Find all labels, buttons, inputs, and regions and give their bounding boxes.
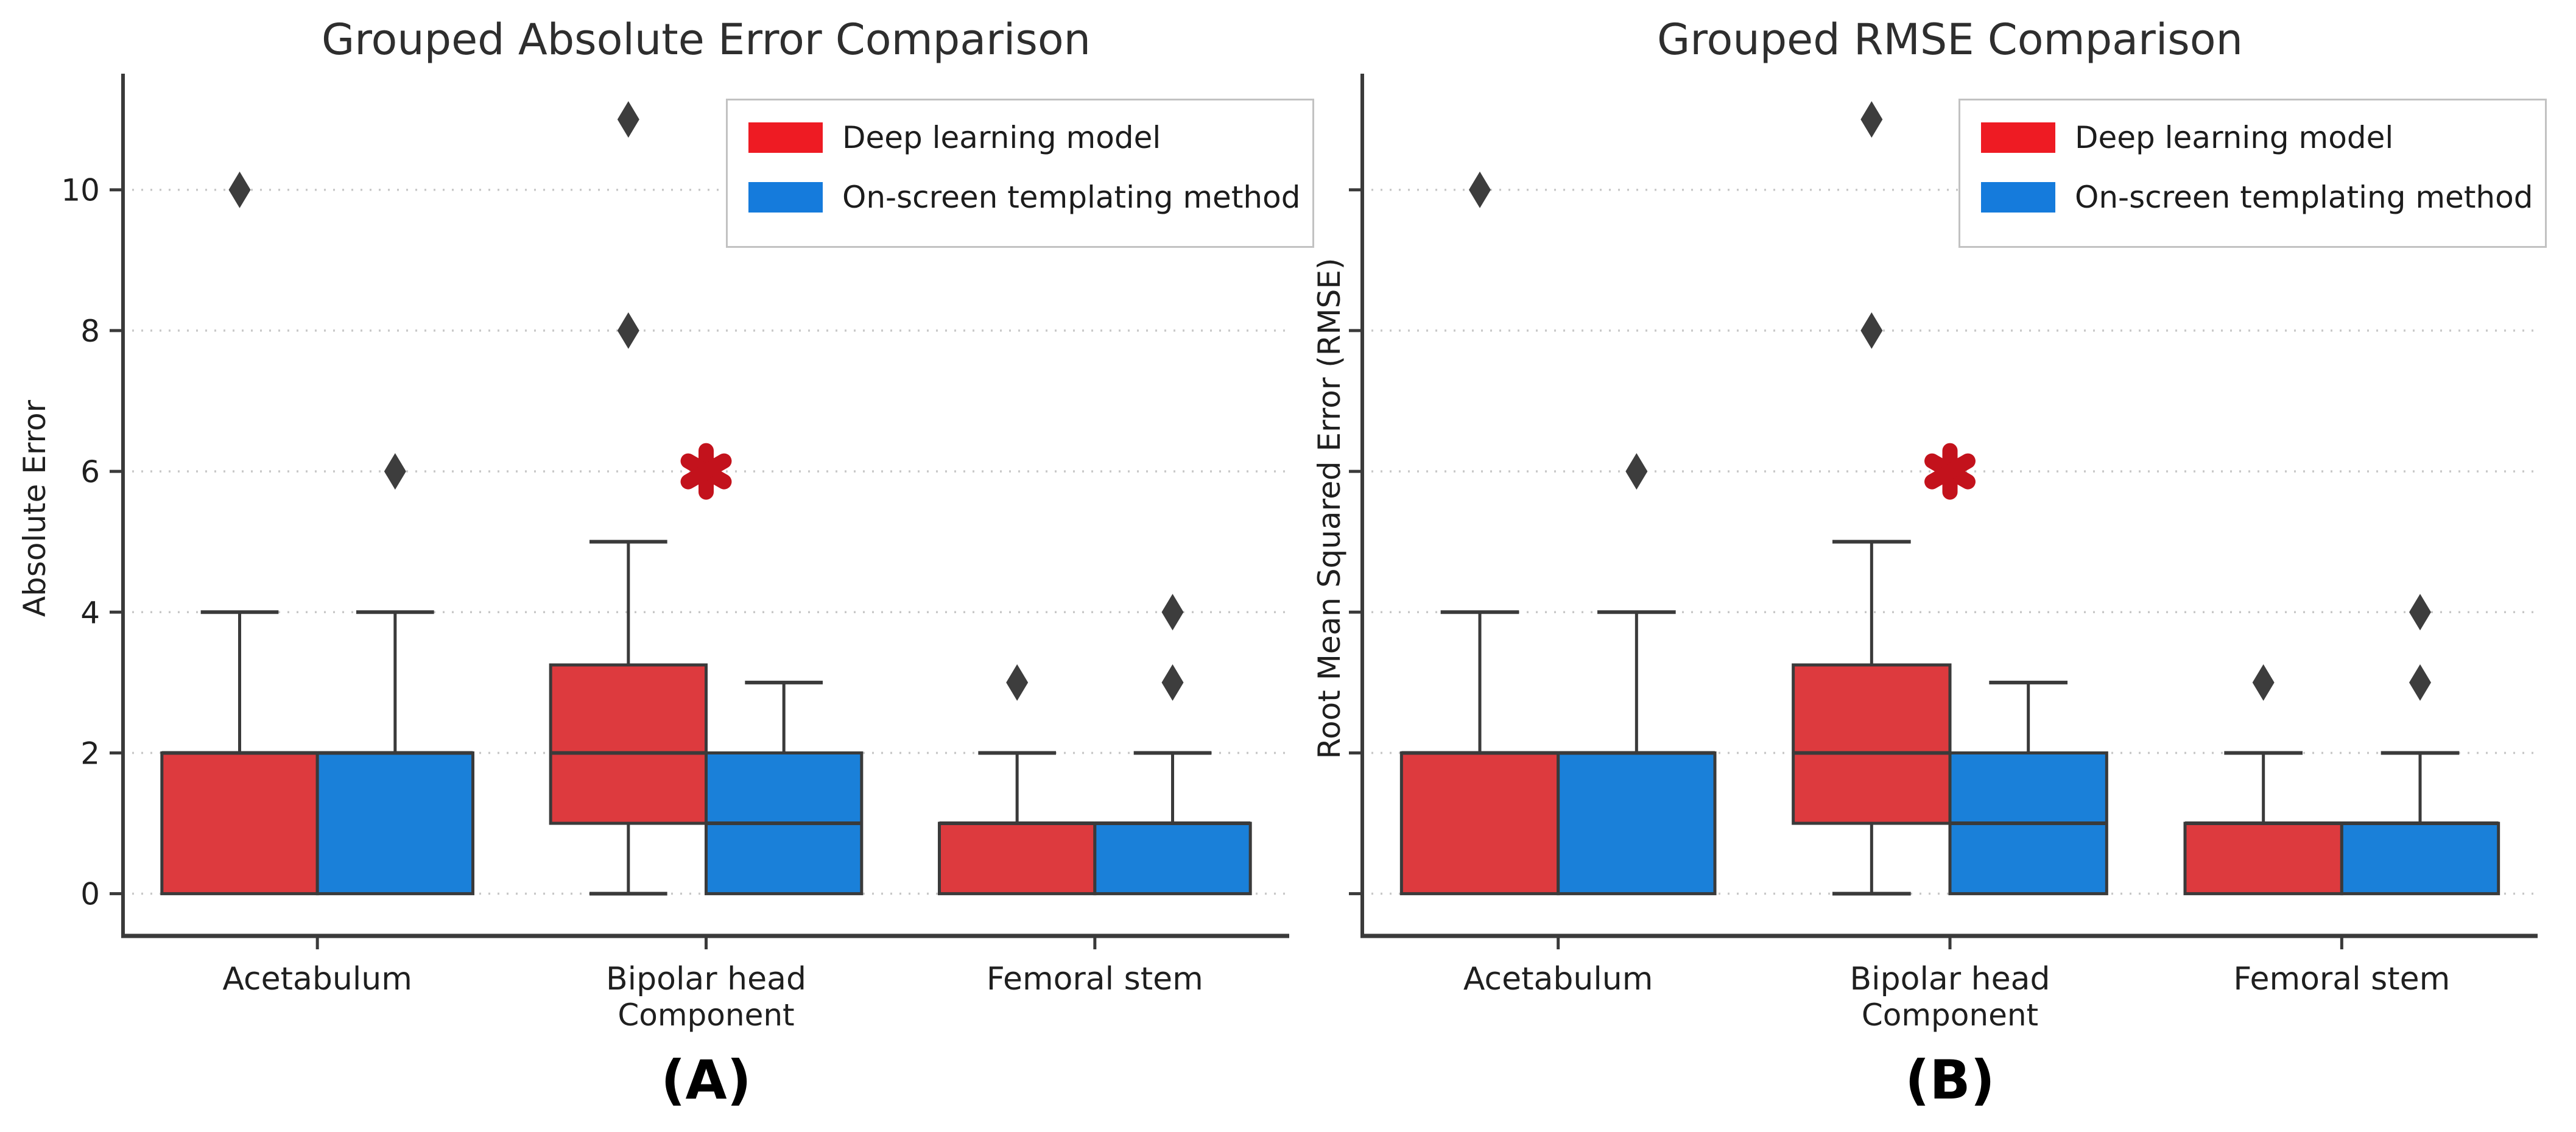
chart-b-x-axis-label: Component (1861, 997, 2039, 1033)
legend-row: On-screen templating method (748, 180, 1312, 215)
significance-asterisk (680, 453, 732, 490)
chart-a-x-axis-label: Component (618, 997, 795, 1033)
y-tick-label: 2 (80, 736, 100, 771)
legend-swatch-deep-learning-model (1981, 122, 2055, 153)
y-tick-label: 4 (80, 595, 100, 630)
outlier-diamond (1860, 101, 1883, 138)
outlier-diamond (1006, 664, 1029, 701)
legend-row: Deep learning model (1981, 120, 2545, 155)
box-templating-acetabulum (315, 751, 475, 896)
chart-b-title: Grouped RMSE Comparison (1657, 15, 2243, 65)
legend-label-deep-learning-model: Deep learning model (842, 120, 1161, 155)
chart-a-legend: Deep learning model On-screen templating… (726, 99, 1314, 248)
legend-label-on-screen-templating: On-screen templating method (842, 180, 1301, 215)
y-tick-label: 10 (61, 173, 100, 208)
y-tick-label: 8 (80, 314, 100, 349)
outlier-diamond (2252, 664, 2275, 701)
outlier-diamond (384, 453, 406, 490)
box-deep-learning-bipolar-head (549, 663, 708, 825)
box-templating-femoral-stem (2340, 821, 2500, 896)
box-deep-learning-bipolar-head (1792, 663, 1952, 825)
outlier-diamond (2409, 594, 2431, 631)
legend-label-deep-learning-model: Deep learning model (2075, 120, 2394, 155)
box-deep-learning-acetabulum (160, 751, 319, 896)
chart-b-legend: Deep learning model On-screen templating… (1958, 99, 2547, 248)
chart-a-title: Grouped Absolute Error Comparison (321, 15, 1091, 65)
x-tick-label: Acetabulum (1463, 961, 1653, 997)
box-templating-acetabulum (1557, 751, 1717, 896)
chart-b-caption: (B) (1905, 1049, 1995, 1111)
outlier-diamond (2409, 664, 2431, 701)
legend-row: On-screen templating method (1981, 180, 2545, 215)
box-templating-femoral-stem (1093, 821, 1252, 896)
chart-a-y-axis-label: Absolute Error (17, 399, 52, 617)
x-tick-label: Acetabulum (222, 961, 412, 997)
x-tick-label: Femoral stem (987, 961, 1203, 997)
y-tick-label: 6 (80, 454, 100, 490)
box-deep-learning-femoral-stem (938, 821, 1097, 896)
outlier-diamond (1469, 171, 1491, 208)
outlier-diamond (228, 171, 251, 208)
legend-row: Deep learning model (748, 120, 1312, 155)
box-deep-learning-acetabulum (1399, 751, 1560, 896)
chart-b-y-axis-label: Root Mean Squared Error (RMSE) (1312, 258, 1347, 759)
x-tick-label: Femoral stem (2233, 961, 2450, 997)
chart-a-caption: (A) (661, 1049, 751, 1111)
legend-swatch-on-screen-templating (1981, 182, 2055, 213)
box-deep-learning-femoral-stem (2183, 821, 2343, 896)
outlier-diamond (617, 101, 639, 138)
significance-asterisk (1924, 453, 1976, 490)
legend-swatch-deep-learning-model (748, 122, 823, 153)
outlier-diamond (1860, 312, 1883, 349)
outlier-diamond (1625, 453, 1648, 490)
legend-label-on-screen-templating: On-screen templating method (2075, 180, 2533, 215)
y-tick-label: 0 (80, 877, 100, 912)
outlier-diamond (617, 312, 639, 349)
outlier-diamond (1161, 664, 1184, 701)
outlier-diamond (1161, 594, 1184, 631)
x-tick-label: Bipolar head (1850, 961, 2050, 997)
legend-swatch-on-screen-templating (748, 182, 823, 213)
x-tick-label: Bipolar head (606, 961, 806, 997)
